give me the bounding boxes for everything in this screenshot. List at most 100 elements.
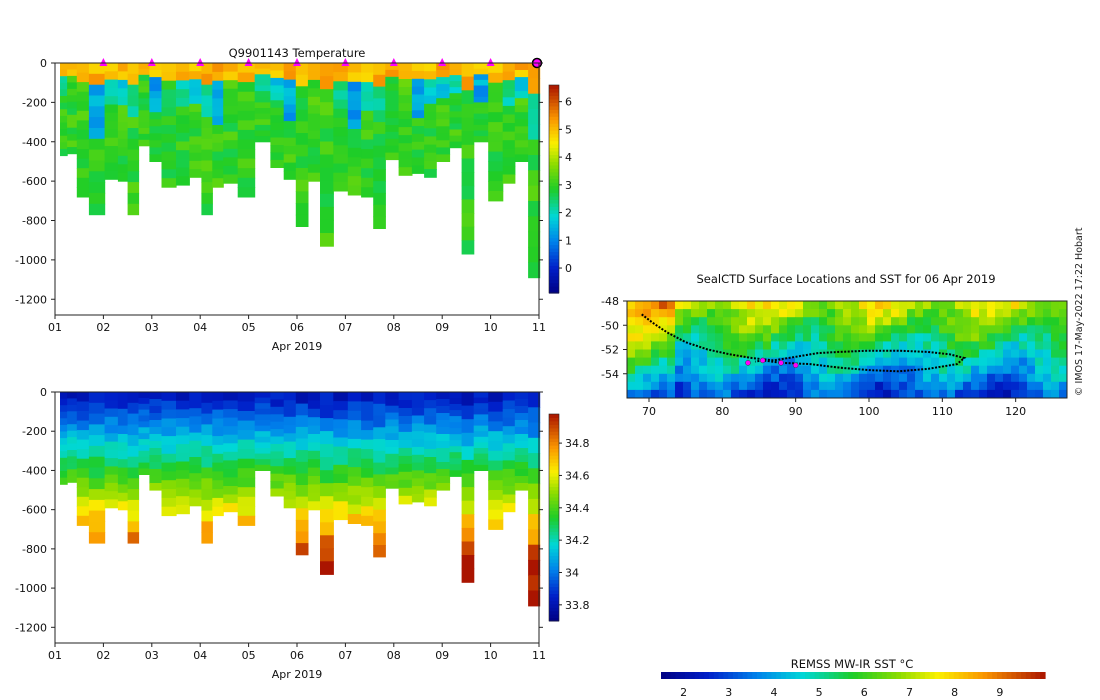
profile-column bbox=[67, 63, 78, 155]
profile-cell bbox=[502, 148, 516, 158]
profile-cell bbox=[514, 413, 529, 421]
profile-cell bbox=[138, 116, 150, 123]
profile-cell bbox=[104, 482, 119, 492]
sst-cell bbox=[683, 365, 692, 375]
sst-cell bbox=[795, 301, 804, 310]
sst-cell bbox=[963, 333, 972, 342]
profile-cell bbox=[333, 437, 349, 448]
profile-cell bbox=[473, 136, 489, 143]
profile-column bbox=[76, 392, 90, 526]
profile-cell bbox=[398, 400, 413, 409]
profile-cell bbox=[373, 509, 386, 523]
profile-cell bbox=[436, 63, 451, 71]
profile-cell bbox=[237, 449, 256, 460]
x-tick-label: 05 bbox=[242, 649, 256, 662]
profile-cell bbox=[76, 158, 90, 169]
sst-cell bbox=[859, 325, 868, 334]
profile-cell bbox=[333, 483, 349, 493]
sst-cell bbox=[667, 381, 676, 391]
profile-cell bbox=[528, 498, 541, 515]
profile-cell bbox=[67, 417, 78, 425]
profile-cell bbox=[138, 122, 150, 129]
sst-cell bbox=[867, 365, 876, 375]
profile-cell bbox=[361, 411, 374, 422]
sst-cell bbox=[819, 309, 828, 318]
profile-cell bbox=[149, 147, 163, 155]
sst-cell bbox=[763, 349, 772, 359]
profile-cell bbox=[347, 138, 362, 149]
profile-cell bbox=[333, 510, 349, 521]
sst-cell bbox=[683, 373, 692, 383]
profile-cell bbox=[138, 427, 150, 434]
profile-cell bbox=[67, 456, 78, 464]
profile-cell bbox=[76, 82, 90, 93]
profile-marker bbox=[341, 58, 350, 66]
sst-cell bbox=[979, 309, 988, 318]
sst-cell bbox=[811, 349, 820, 359]
profile-cell bbox=[424, 408, 437, 417]
profile-cell bbox=[88, 149, 106, 161]
profile-cell bbox=[347, 129, 362, 139]
profile-cell bbox=[138, 104, 150, 111]
sst-cell bbox=[651, 381, 660, 391]
sst-cell bbox=[1003, 381, 1012, 391]
profile-cell bbox=[333, 455, 349, 466]
profile-cell bbox=[149, 112, 163, 120]
profile-column bbox=[449, 392, 463, 477]
sst-cell bbox=[1059, 373, 1068, 383]
profile-cell bbox=[411, 470, 425, 479]
profile-cell bbox=[138, 397, 150, 405]
profile-cell bbox=[347, 438, 362, 449]
sst-cell bbox=[939, 381, 948, 391]
profile-cell bbox=[436, 392, 451, 400]
sst-cell bbox=[1059, 301, 1068, 310]
profile-cell bbox=[76, 411, 90, 422]
profile-cell bbox=[283, 392, 297, 401]
profile-cell bbox=[385, 419, 400, 427]
sst-cell bbox=[971, 317, 980, 326]
sst-cell bbox=[779, 381, 788, 391]
profile-cell bbox=[161, 444, 177, 455]
profile-cell bbox=[223, 123, 239, 133]
profile-cell bbox=[373, 86, 386, 99]
sst-cell bbox=[851, 389, 860, 399]
profile-cell bbox=[411, 157, 425, 166]
sst-colorbar-segment bbox=[761, 672, 768, 679]
profile-cell bbox=[76, 187, 90, 198]
profile-cell bbox=[254, 102, 271, 109]
profile-marker bbox=[147, 58, 156, 66]
sst-cell bbox=[683, 309, 692, 318]
sst-cell bbox=[851, 309, 860, 318]
profile-column bbox=[424, 63, 437, 178]
profile-cell bbox=[176, 150, 190, 160]
profile-cell bbox=[60, 464, 68, 472]
profile-cell bbox=[127, 203, 140, 216]
sst-cell bbox=[643, 381, 652, 391]
profile-cell bbox=[201, 128, 213, 140]
sst-cell bbox=[699, 309, 708, 318]
profile-cell bbox=[488, 102, 504, 113]
profile-cell bbox=[223, 477, 239, 487]
sst-cell bbox=[1027, 373, 1036, 383]
profile-cell bbox=[76, 458, 90, 469]
sst-cell bbox=[723, 373, 732, 383]
profile-cell bbox=[67, 462, 78, 470]
sst-cell bbox=[859, 373, 868, 383]
profile-cell bbox=[223, 105, 239, 116]
sst-cell bbox=[723, 365, 732, 375]
profile-cell bbox=[189, 160, 202, 170]
profile-cell bbox=[201, 510, 213, 522]
profile-cell bbox=[149, 399, 163, 407]
sst-colorbar-segment bbox=[800, 672, 806, 679]
sst-cell bbox=[899, 381, 908, 391]
profile-cell bbox=[461, 432, 475, 447]
profile-column bbox=[149, 63, 163, 162]
sst-cell bbox=[643, 325, 652, 334]
sst-cell bbox=[907, 333, 916, 342]
profile-cell bbox=[528, 216, 541, 233]
colorbar-tick-label: 6 bbox=[565, 96, 572, 109]
sst-cell bbox=[851, 301, 860, 310]
sst-cell bbox=[691, 333, 700, 342]
sst-cell bbox=[731, 373, 740, 383]
profile-cell bbox=[333, 181, 349, 192]
